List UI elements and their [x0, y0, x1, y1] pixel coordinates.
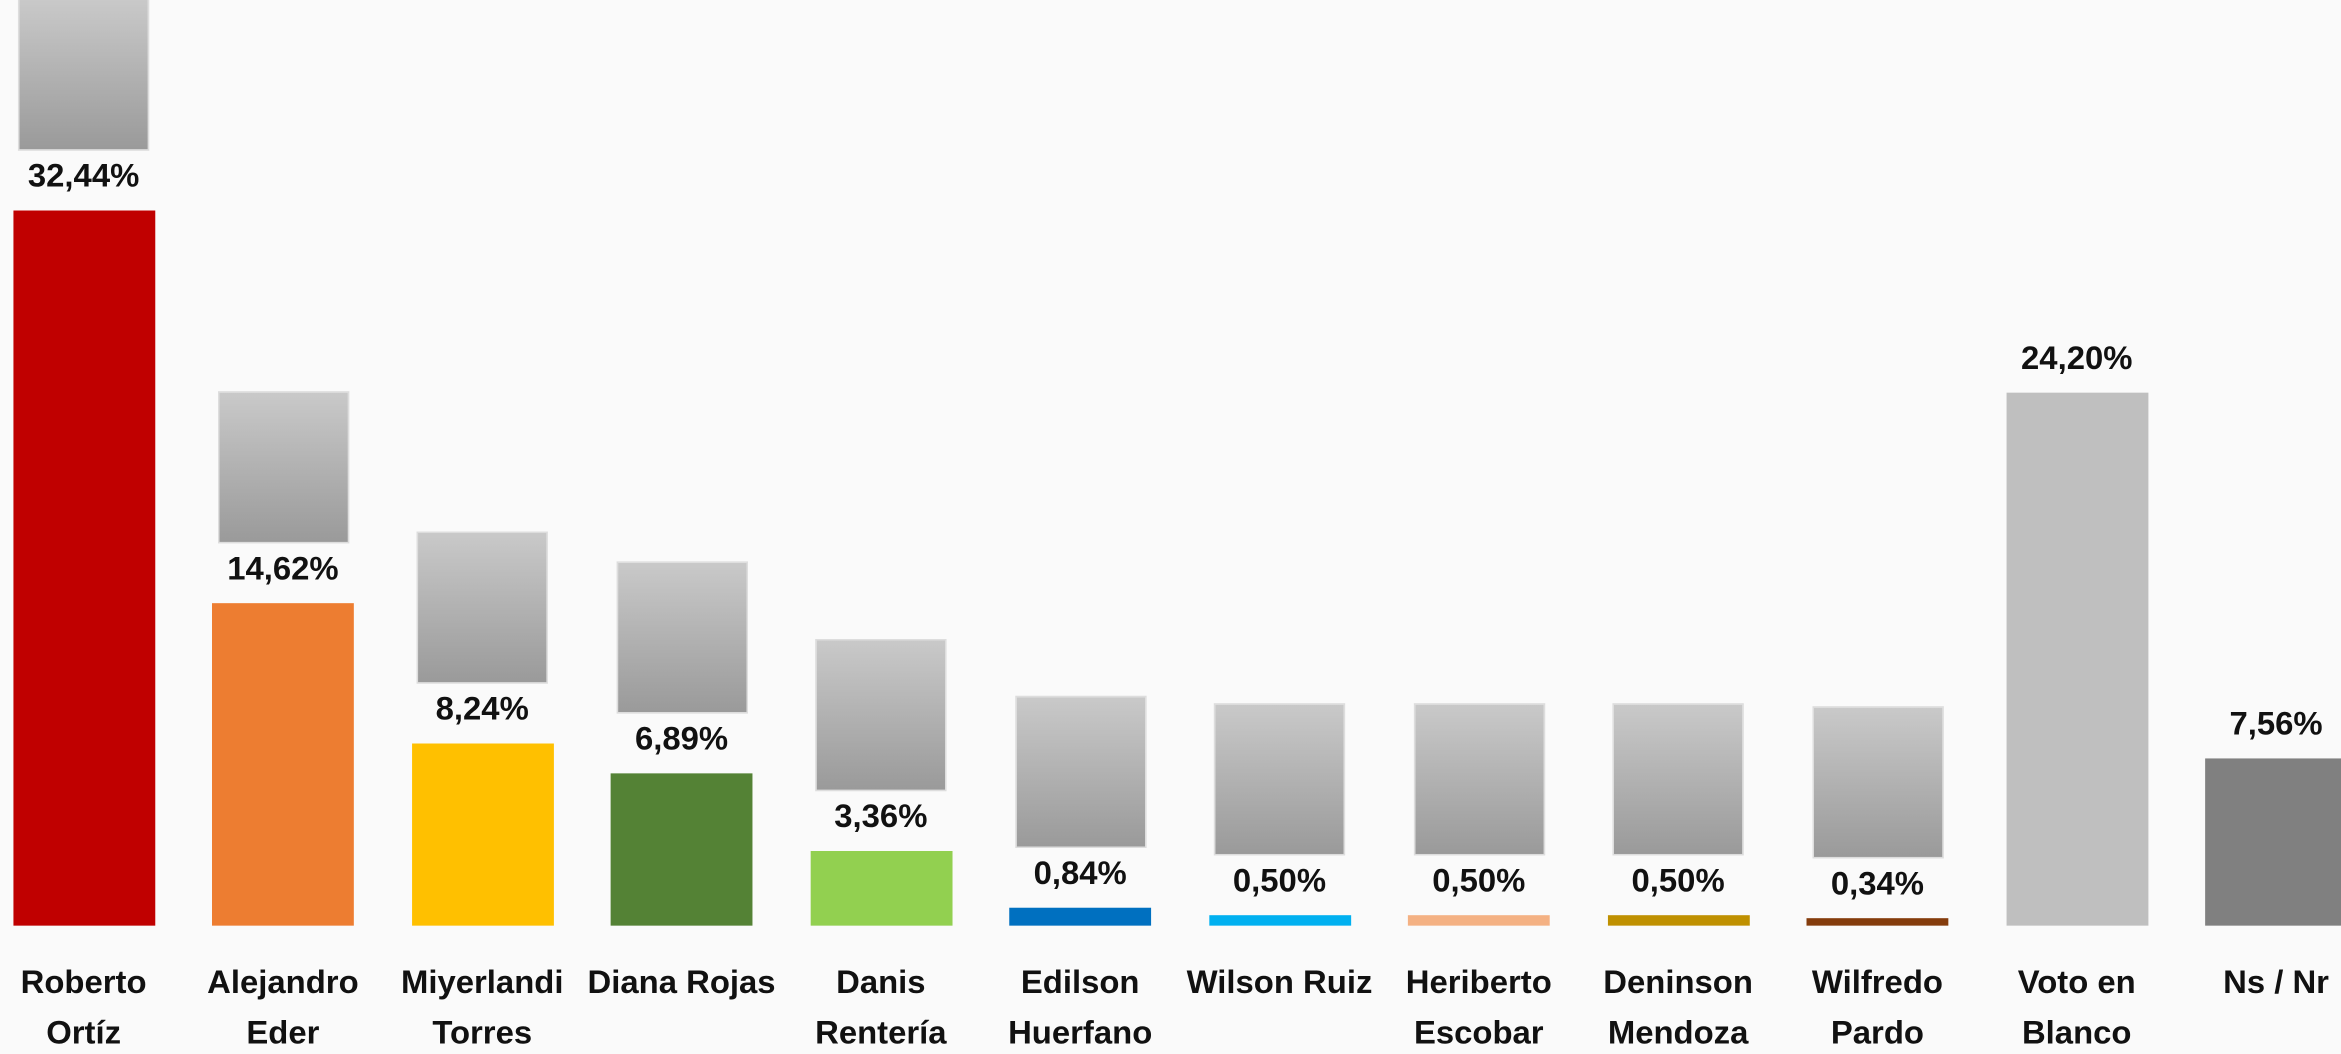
bar: [1607, 914, 1750, 926]
bar: [809, 851, 952, 926]
x-tick-label: Ns / Nr: [2223, 962, 2329, 1001]
value-label: 32,44%: [27, 156, 140, 195]
bar: [212, 603, 354, 926]
x-tick-label: Wilfredo Pardo: [1811, 962, 1943, 1052]
value-label: 0,84%: [1033, 853, 1127, 891]
value-label: 24,20%: [2021, 338, 2133, 376]
bar: [1208, 914, 1351, 926]
bar: [2005, 392, 2148, 926]
x-tick-label: Wilson Ruiz: [1186, 962, 1373, 1001]
x-tick-label: Roberto Ortíz: [20, 962, 147, 1052]
bar: [1009, 907, 1152, 926]
value-label: 7,56%: [2229, 705, 2323, 743]
x-tick-label: Deninson Mendoza: [1603, 962, 1753, 1052]
bar: [411, 744, 554, 926]
x-tick-label: Miyerlandi Torres: [401, 962, 564, 1052]
candidate-photo: [1213, 702, 1346, 855]
x-tick-label: Heriberto Escobar: [1405, 962, 1552, 1052]
candidate-photo: [416, 532, 548, 685]
value-label: 0,50%: [1232, 860, 1327, 899]
candidate-photo: [615, 561, 748, 715]
value-label: 0,50%: [1631, 860, 1725, 899]
x-tick-label: Danis Rentería: [815, 962, 947, 1052]
bar: [12, 210, 155, 926]
value-label: 3,36%: [834, 797, 928, 836]
candidate-photo: [815, 639, 947, 792]
x-tick-label: Diana Rojas: [587, 962, 776, 1001]
value-label: 0,50%: [1432, 860, 1526, 899]
value-label: 0,34%: [1830, 864, 1924, 902]
value-label: 8,24%: [435, 690, 529, 728]
candidate-photo: [1014, 695, 1146, 848]
bar: [1407, 914, 1550, 926]
x-tick-label: Edilson Huerfano: [1008, 962, 1153, 1052]
bar: [610, 773, 753, 926]
x-tick-label: Alejandro Eder: [207, 962, 359, 1052]
value-label: 14,62%: [227, 549, 339, 587]
x-tick-label: Voto en Blanco: [2017, 962, 2136, 1052]
candidate-photo: [217, 391, 349, 544]
candidate-photo: [1413, 702, 1545, 855]
bar: [1806, 918, 1949, 926]
bar: [2205, 759, 2341, 926]
candidate-photo: [17, 0, 150, 151]
candidate-photo: [1811, 706, 1944, 859]
candidate-photo: [1612, 702, 1744, 855]
value-label: 6,89%: [634, 720, 729, 758]
